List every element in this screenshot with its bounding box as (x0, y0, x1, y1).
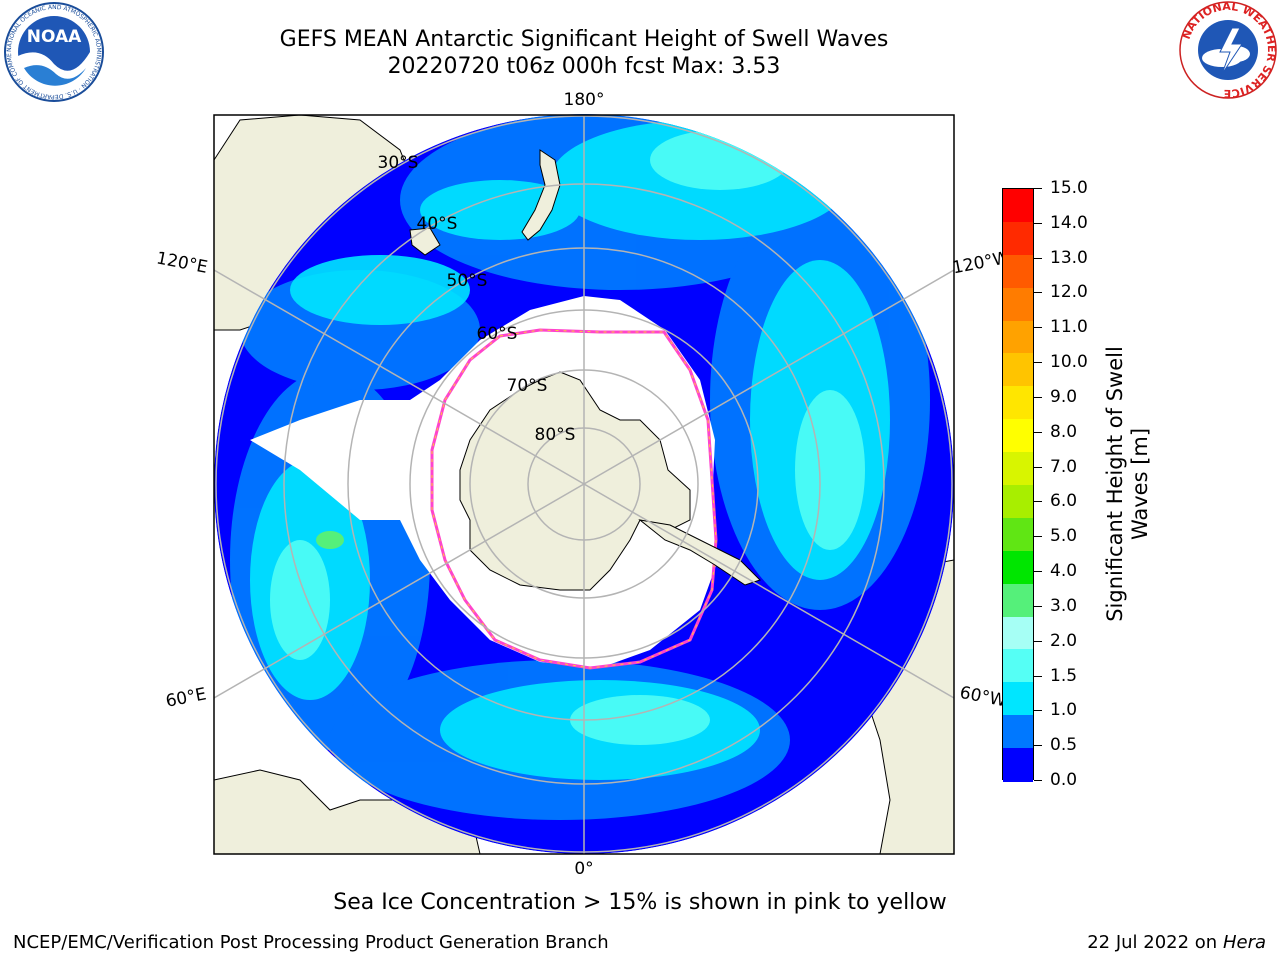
colorbar-segment (1003, 517, 1033, 552)
colorbar-segment (1003, 452, 1033, 486)
colorbar-segment (1003, 748, 1033, 782)
colorbar-tick (1034, 501, 1042, 502)
colorbar-tick-label: 0.5 (1050, 735, 1078, 755)
colorbar-segment (1003, 353, 1033, 387)
chart-subtitle: 20220720 t06z 000h fcst Max: 3.53 (387, 54, 781, 79)
colorbar-tick-label: 2.0 (1050, 631, 1078, 651)
footer-date-text: 22 Jul 2022 on (1087, 932, 1218, 953)
colorbar-segment (1003, 715, 1033, 749)
colorbar-title-line-2: Waves [m] (1128, 427, 1152, 541)
colorbar-segment (1003, 221, 1033, 256)
footer-branch: NCEP/EMC/Verification Post Processing Pr… (13, 932, 609, 953)
lon-label-120e: 120°E (155, 248, 210, 277)
colorbar-tick (1034, 432, 1042, 433)
colorbar-tick-label: 10.0 (1050, 352, 1088, 372)
longitude-grid (214, 115, 954, 854)
lat-label-70s: 70°S (507, 376, 548, 396)
colorbar-segment (1003, 386, 1033, 420)
lon-label-0: 0° (574, 859, 593, 879)
ice-edge (430, 328, 718, 670)
colorbar-tick-label: 15.0 (1050, 178, 1088, 198)
lat-label-60s: 60°S (477, 324, 518, 344)
colorbar-tick (1034, 292, 1042, 293)
colorbar-segment (1003, 485, 1033, 519)
colorbar-tick-label: 1.0 (1050, 700, 1078, 720)
colorbar-segment (1003, 254, 1033, 289)
colorbar-segment (1003, 189, 1033, 223)
colorbar-tick (1034, 467, 1042, 468)
lon-label-60w: 60°W (958, 683, 1008, 712)
colorbar-tick (1034, 397, 1042, 398)
colorbar-tick-label: 5.0 (1050, 526, 1078, 546)
colorbar-tick-label: 9.0 (1050, 387, 1078, 407)
colorbar-tick (1034, 780, 1042, 781)
colorbar-segment (1003, 616, 1033, 651)
colorbar-tick-label: 4.0 (1050, 561, 1078, 581)
lat-label-30s: 30°S (378, 153, 419, 173)
colorbar-tick (1034, 327, 1042, 328)
colorbar-segment (1003, 320, 1033, 355)
footer-machine: Hera (1222, 932, 1266, 953)
footer-date: 22 Jul 2022 on Hera (1087, 932, 1266, 953)
colorbar-tick (1034, 362, 1042, 363)
colorbar-segment (1003, 583, 1033, 618)
colorbar-tick-label: 0.0 (1050, 770, 1078, 790)
colorbar-tick-label: 3.0 (1050, 596, 1078, 616)
colorbar-tick (1034, 676, 1042, 677)
colorbar-tick (1034, 710, 1042, 711)
noaa-logo: NATIONAL OCEANIC AND ATMOSPHERIC ADMINIS… (2, 2, 104, 102)
colorbar-segment (1003, 550, 1033, 585)
colorbar-tick (1034, 571, 1042, 572)
colorbar-tick-label: 1.5 (1050, 666, 1078, 686)
svg-text:NOAA: NOAA (27, 27, 82, 47)
colorbar-tick-label: 12.0 (1050, 282, 1088, 302)
colorbar-segment (1003, 649, 1033, 683)
colorbar-tick-label: 11.0 (1050, 317, 1088, 337)
lon-label-180: 180° (564, 90, 605, 110)
colorbar-tick-label: 8.0 (1050, 422, 1078, 442)
swell-band-3.0 (316, 531, 344, 549)
colorbar-segment (1003, 287, 1033, 322)
lat-label-80s: 80°S (535, 425, 576, 445)
lon-label-60e: 60°E (164, 684, 208, 711)
colorbar-tick (1034, 745, 1042, 746)
colorbar-tick (1034, 223, 1042, 224)
colorbar-tick-label: 13.0 (1050, 248, 1088, 268)
colorbar (1002, 188, 1034, 782)
map-frame (213, 114, 955, 855)
colorbar-segment (1003, 682, 1033, 716)
antarctica-land (459, 371, 691, 591)
new-zealand-land (521, 149, 561, 241)
chart-title: GEFS MEAN Antarctic Significant Height o… (279, 27, 889, 52)
lat-label-50s: 50°S (447, 271, 488, 291)
colorbar-tick (1034, 536, 1042, 537)
colorbar-tick-label: 14.0 (1050, 213, 1088, 233)
colorbar-tick (1034, 258, 1042, 259)
africa-land (214, 769, 481, 854)
colorbar-tick (1034, 641, 1042, 642)
colorbar-tick (1034, 606, 1042, 607)
nws-logo: NATIONAL WEATHER SERVICE (1179, 0, 1278, 100)
colorbar-tick (1034, 188, 1042, 189)
colorbar-title-line-1: Significant Height of Swell (1103, 346, 1127, 622)
colorbar-tick-label: 7.0 (1050, 457, 1078, 477)
colorbar-segment (1003, 419, 1033, 453)
colorbar-tick-label: 6.0 (1050, 491, 1078, 511)
lat-label-40s: 40°S (417, 214, 458, 234)
sea-ice-caption: Sea Ice Concentration > 15% is shown in … (333, 890, 947, 915)
